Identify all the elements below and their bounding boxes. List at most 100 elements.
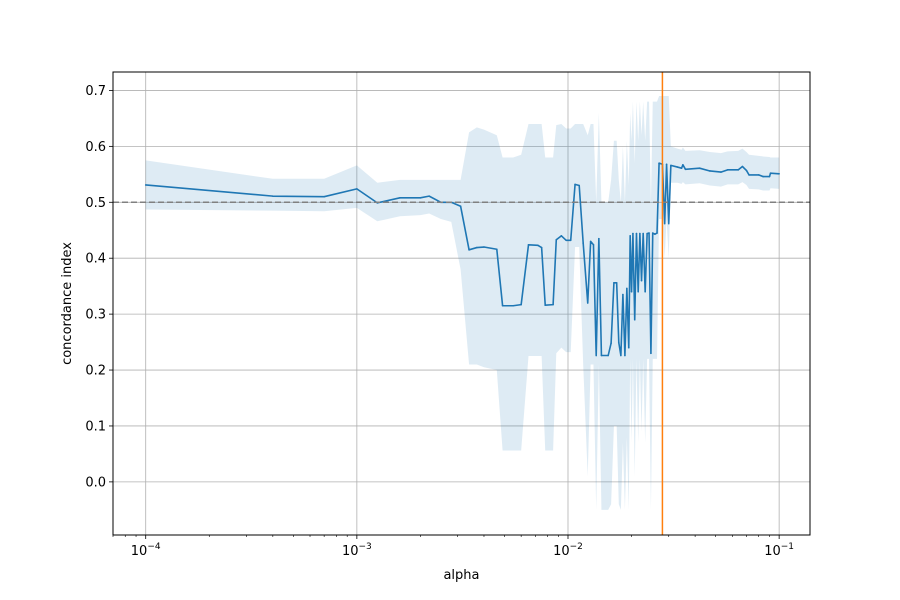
y-tick-label: 0.5 (85, 196, 106, 211)
data-point (586, 302, 589, 304)
y-tick-label: 0.7 (85, 84, 106, 99)
y-tick-label: 0.3 (85, 308, 106, 323)
data-point (654, 233, 656, 235)
data-point (676, 166, 679, 168)
data-point (399, 197, 401, 199)
x-tick-base: 10 (131, 544, 148, 559)
x-tick-label: 10−1 (764, 542, 794, 559)
data-point (644, 290, 646, 293)
x-axis-ticks: 10−4 10−3 10−2 10−1 (112, 535, 794, 559)
data-point (665, 163, 668, 166)
plot-frame (112, 71, 811, 536)
y-tick-label: 0.0 (85, 475, 106, 490)
x-tick-exponent: −1 (781, 542, 794, 552)
data-point (640, 279, 643, 282)
x-tick-base: 10 (764, 544, 781, 559)
data-point (617, 341, 620, 344)
data-point (582, 242, 584, 244)
data-point (483, 246, 485, 248)
data-point (737, 169, 740, 171)
data-point (495, 248, 498, 251)
data-point (613, 282, 615, 284)
data-point (565, 239, 567, 242)
data-point (663, 222, 666, 225)
y-tick-label: 0.4 (85, 252, 106, 267)
data-point (757, 174, 760, 176)
data-point (639, 232, 641, 235)
data-point (552, 303, 554, 306)
data-point (569, 239, 572, 242)
data-point (778, 172, 780, 175)
y-axis-label: concordance index (60, 242, 75, 365)
x-tick-base: 10 (342, 544, 359, 559)
data-point (745, 169, 748, 172)
data-point (501, 304, 504, 307)
x-axis-label: alpha (443, 568, 479, 583)
data-point (630, 290, 633, 293)
y-tick-label: 0.6 (85, 140, 106, 155)
data-point (419, 197, 422, 199)
data-point (520, 303, 522, 306)
data-point (144, 184, 147, 186)
data-point (615, 282, 618, 284)
series-0-band (145, 96, 780, 510)
data-point (527, 243, 530, 246)
data-point (629, 235, 631, 237)
data-point (622, 293, 624, 296)
data-point (769, 172, 772, 175)
data-point (323, 195, 325, 198)
data-point (642, 232, 644, 235)
data-point (720, 171, 722, 173)
data-point (741, 165, 744, 168)
data-point (592, 243, 595, 246)
data-point (667, 222, 670, 225)
data-point (698, 167, 701, 169)
data-point (709, 170, 711, 172)
y-axis-ticks: 0.0 0.1 0.2 0.3 0.4 0.5 0.6 0.7 (85, 84, 113, 490)
data-point (682, 164, 684, 166)
data-point (726, 169, 729, 171)
x-tick-exponent: −3 (358, 542, 371, 552)
data-point (574, 183, 576, 186)
data-point (468, 249, 470, 251)
x-tick-exponent: −4 (147, 542, 161, 552)
confidence-band (145, 96, 780, 510)
x-tick-base: 10 (553, 544, 570, 559)
data-point (650, 352, 652, 355)
data-point (476, 246, 478, 249)
x-tick-exponent: −2 (570, 542, 583, 552)
data-point (589, 240, 592, 243)
x-tick-label: 10−2 (553, 542, 583, 559)
data-point (356, 188, 358, 190)
data-point (658, 162, 660, 164)
data-point (656, 232, 658, 234)
data-point (646, 232, 648, 235)
data-point (459, 205, 462, 207)
data-point (768, 175, 771, 178)
data-point (684, 168, 687, 171)
data-point (627, 346, 630, 349)
data-point (600, 354, 603, 357)
data-point (762, 175, 764, 178)
data-point (595, 354, 597, 357)
data-point (537, 244, 539, 247)
data-point (540, 246, 543, 249)
data-point (272, 195, 274, 197)
data-point (651, 232, 654, 234)
data-point (637, 290, 639, 293)
x-tick-label: 10−3 (342, 542, 372, 559)
data-point (607, 354, 609, 357)
reference-lines (113, 72, 810, 535)
data-point (578, 184, 581, 187)
y-tick-label: 0.2 (85, 364, 106, 379)
data-point (610, 342, 612, 345)
data-point (626, 287, 628, 290)
data-point (632, 232, 634, 235)
data-point (555, 238, 558, 241)
y-tick-label: 0.1 (85, 419, 106, 434)
data-point (635, 232, 638, 235)
data-point (648, 232, 650, 234)
data-point (748, 174, 750, 176)
